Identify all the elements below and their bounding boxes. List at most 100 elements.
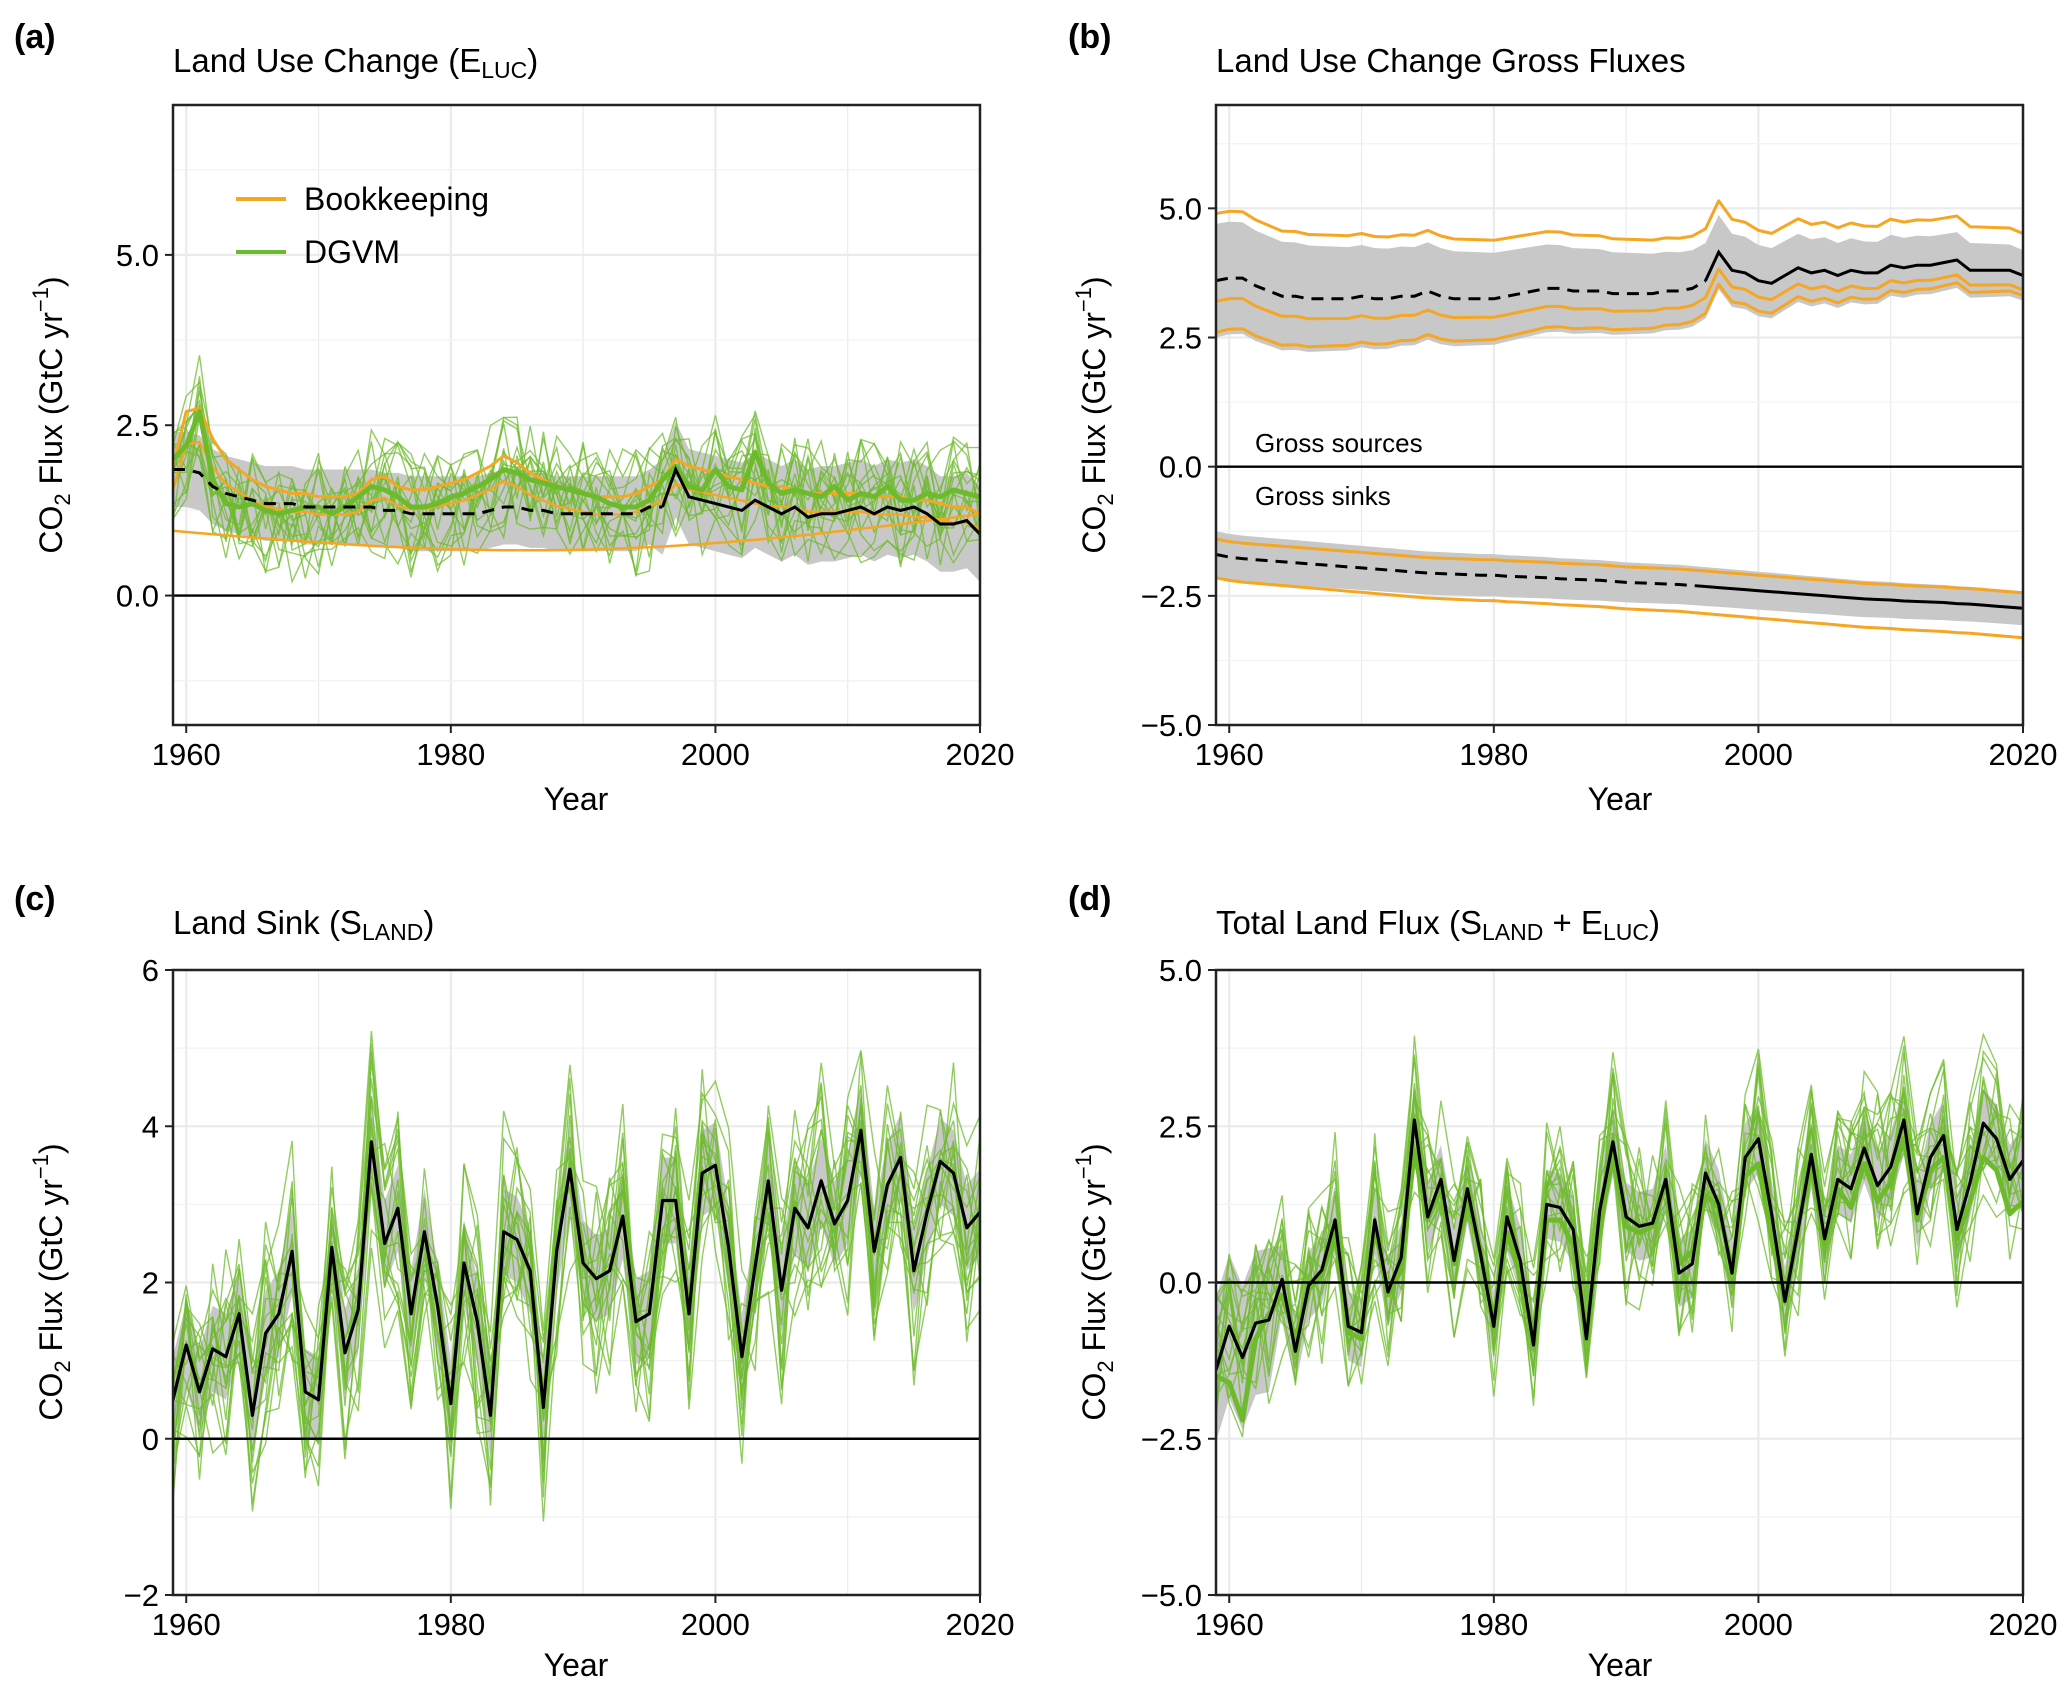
x-tick-label: 1980 <box>416 1607 485 1642</box>
legend-bookkeeping-label: Bookkeeping <box>304 181 489 217</box>
panel-d: (d) Total Land Flux (SLAND + ELUC) 1960 1… <box>1068 880 2057 1683</box>
y-tick-label: 2.5 <box>1159 1109 1202 1144</box>
y-tick-label: −2.5 <box>1141 579 1202 614</box>
panel-d-title: Total Land Flux (SLAND + ELUC) <box>1216 904 1660 945</box>
panel-b-title: Land Use Change Gross Fluxes <box>1216 42 1686 79</box>
model-line <box>173 391 980 546</box>
panel-b-frame <box>1214 103 2025 727</box>
x-tick-label: 2020 <box>946 737 1015 772</box>
mean-line-dashed <box>173 468 663 516</box>
x-tick-label: 2020 <box>1989 1607 2058 1642</box>
panel-c-ticks: 1960 1980 2000 2020 −2 0 2 4 6 <box>124 953 1015 1642</box>
y-tick-label: 0 <box>142 1422 159 1457</box>
panel-d-letter: (d) <box>1068 880 1111 918</box>
gross-sources-line <box>1704 249 2023 285</box>
model-line <box>1216 1086 2023 1406</box>
model-line <box>173 408 980 544</box>
y-tick-label: 5.0 <box>116 238 159 273</box>
x-tick-label: 2000 <box>1724 1607 1793 1642</box>
panel-b-letter: (b) <box>1068 18 1111 56</box>
y-tick-label: −2.5 <box>1141 1422 1202 1457</box>
panel-b-xlabel: Year <box>1588 781 1653 817</box>
gross-sinks-line-dashed <box>1216 553 1706 588</box>
x-tick-label: 1960 <box>1195 737 1264 772</box>
x-tick-label: 1980 <box>1459 1607 1528 1642</box>
panel-b-grid <box>1216 105 2025 727</box>
model-line <box>173 445 980 547</box>
bookkeeping-line <box>173 512 980 552</box>
panel-d-ylabel: CO2 Flux (GtC yr−1) <box>1071 1143 1118 1420</box>
panel-b-ylabel: CO2 Flux (GtC yr−1) <box>1071 276 1118 553</box>
panel-c-title: Land Sink (SLAND) <box>173 904 434 945</box>
mean-line <box>661 465 980 536</box>
y-tick-label: 2 <box>142 1266 159 1301</box>
model-line <box>1216 1075 2023 1398</box>
model-line <box>1216 1053 2023 1377</box>
bookkeeping-sink-line <box>1216 537 2023 595</box>
x-tick-label: 2000 <box>681 1607 750 1642</box>
gross-sinks-line <box>1705 585 2023 610</box>
y-tick-label: 4 <box>142 1109 159 1144</box>
model-line <box>173 1031 980 1433</box>
bookkeeping-source-line <box>1216 199 2023 242</box>
panel-a-letter: (a) <box>14 18 56 56</box>
panel-c-xlabel: Year <box>544 1647 609 1683</box>
uncertainty-band <box>1216 531 2023 626</box>
panel-a-ticks: 1960 1980 2000 2020 0.0 2.5 5.0 <box>116 238 1015 772</box>
panel-c: (c) Land Sink (SLAND) 1960 1980 2000 2020 −2… <box>14 880 1014 1683</box>
y-tick-label: −5.0 <box>1141 708 1202 743</box>
x-tick-label: 1960 <box>152 737 221 772</box>
panel-a-frame <box>171 103 982 727</box>
y-tick-label: 0.0 <box>1159 450 1202 485</box>
y-tick-label: 2.5 <box>116 408 159 443</box>
panel-d-xlabel: Year <box>1588 1647 1653 1683</box>
panel-b-series <box>1216 199 2023 640</box>
bookkeeping-source-line <box>1216 281 2023 349</box>
y-tick-label: −5.0 <box>1141 1578 1202 1613</box>
y-tick-label: 0.0 <box>1159 1266 1202 1301</box>
x-tick-label: 2020 <box>946 1607 1015 1642</box>
bookkeeping-source-line <box>1216 267 2023 321</box>
annotation-gross-sinks: Gross sinks <box>1255 481 1391 511</box>
panel-c-series <box>173 1128 980 1440</box>
y-tick-label: 5.0 <box>1159 953 1202 988</box>
panel-a-xlabel: Year <box>544 781 609 817</box>
panel-a-series <box>173 406 980 597</box>
panel-d-series <box>1216 1118 2023 1423</box>
gross-sources-line-dashed <box>1216 276 1707 301</box>
y-tick-label: 5.0 <box>1159 191 1202 226</box>
panel-b: (b) Land Use Change Gross Fluxes 1960 198… <box>1068 18 2057 817</box>
x-tick-label: 2000 <box>681 737 750 772</box>
panel-a-title-tail: ) <box>527 42 538 79</box>
y-tick-label: 6 <box>142 953 159 988</box>
panel-a-legend: Bookkeeping DGVM <box>236 181 489 270</box>
x-tick-label: 1980 <box>416 737 485 772</box>
x-tick-label: 2020 <box>1989 737 2058 772</box>
land-sink-mean-line <box>173 1128 980 1417</box>
panel-a-title-sub: LUC <box>481 57 527 83</box>
panel-d-ticks: 1960 1980 2000 2020 −5.0 −2.5 0.0 2.5 5.0 <box>1141 953 2058 1642</box>
uncertainty-band <box>1216 215 2023 352</box>
panel-a-title-main: Land Use Change (E <box>173 42 481 79</box>
panel-b-ticks: 1960 1980 2000 2020 −5.0 −2.5 0.0 2.5 5.0 <box>1141 191 2058 772</box>
model-line <box>173 1050 980 1471</box>
model-line <box>173 380 980 547</box>
x-tick-label: 1960 <box>1195 1607 1264 1642</box>
panel-b-band <box>1216 215 2023 626</box>
y-tick-label: −2 <box>124 1578 159 1613</box>
model-line <box>173 1110 980 1460</box>
panel-a: (a) Land Use Change (ELUC) 1960 1980 2000 2… <box>14 18 1014 817</box>
bookkeeping-sink-line <box>1216 576 2023 640</box>
panel-a-title: Land Use Change (ELUC) <box>173 42 538 83</box>
panel-a-ylabel: CO2 Flux (GtC yr−1) <box>28 276 75 553</box>
y-tick-label: 0.0 <box>116 579 159 614</box>
panel-c-letter: (c) <box>14 880 56 918</box>
annotation-gross-sources: Gross sources <box>1255 428 1423 458</box>
panel-a-grid <box>173 105 982 725</box>
total-land-flux-mean-line <box>1216 1118 2023 1371</box>
y-tick-label: 2.5 <box>1159 321 1202 356</box>
x-tick-label: 1960 <box>152 1607 221 1642</box>
dgvm-mean-line <box>1216 1136 2023 1423</box>
x-tick-label: 2000 <box>1724 737 1793 772</box>
